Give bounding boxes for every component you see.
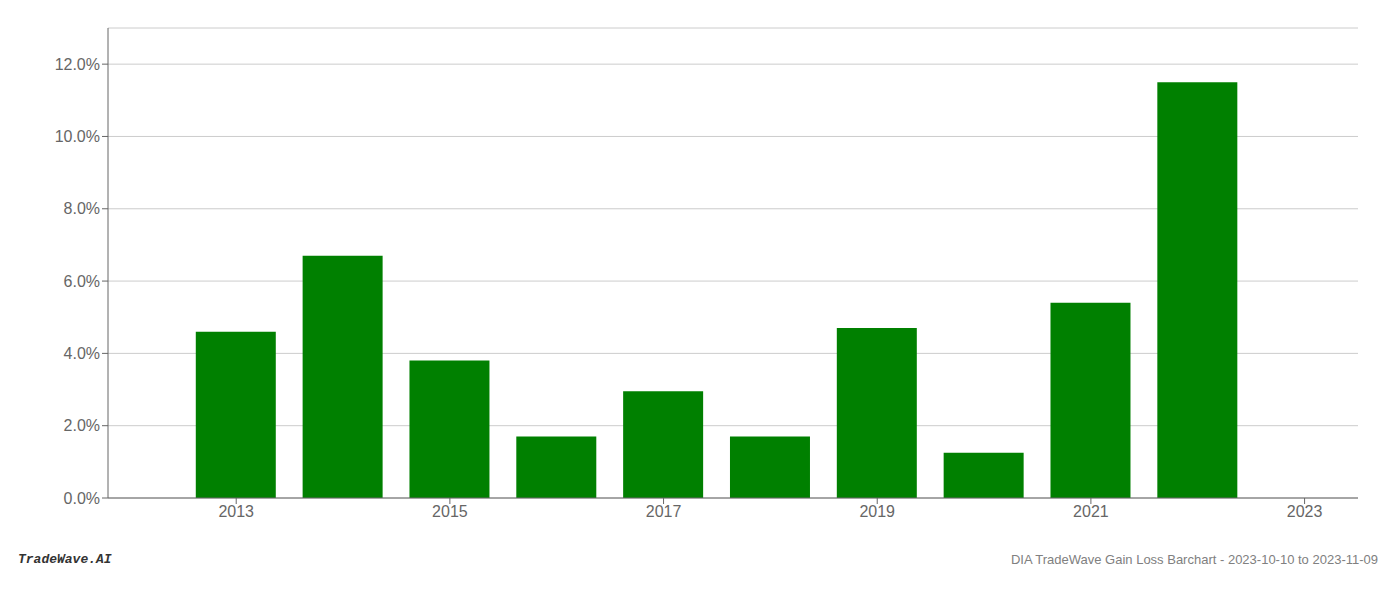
svg-text:2.0%: 2.0% bbox=[64, 417, 100, 434]
svg-text:2023: 2023 bbox=[1287, 503, 1323, 520]
svg-text:4.0%: 4.0% bbox=[64, 345, 100, 362]
svg-text:0.0%: 0.0% bbox=[64, 490, 100, 507]
svg-text:10.0%: 10.0% bbox=[55, 128, 100, 145]
svg-text:8.0%: 8.0% bbox=[64, 200, 100, 217]
svg-text:12.0%: 12.0% bbox=[55, 56, 100, 73]
html-text:DIA TradeWave Gain Loss Barcha: DIA TradeWave Gain Loss Barchart - 2023-… bbox=[1010, 552, 1378, 567]
svg-text:2015: 2015 bbox=[432, 503, 468, 520]
svg-text:2017: 2017 bbox=[646, 503, 682, 520]
svg-text:6.0%: 6.0% bbox=[64, 273, 100, 290]
html-text:TradeWave.AI: TradeWave.AI bbox=[18, 552, 112, 567]
svg-text:2021: 2021 bbox=[1073, 503, 1109, 520]
svg-text:2019: 2019 bbox=[859, 503, 895, 520]
svg-text:2013: 2013 bbox=[218, 503, 254, 520]
